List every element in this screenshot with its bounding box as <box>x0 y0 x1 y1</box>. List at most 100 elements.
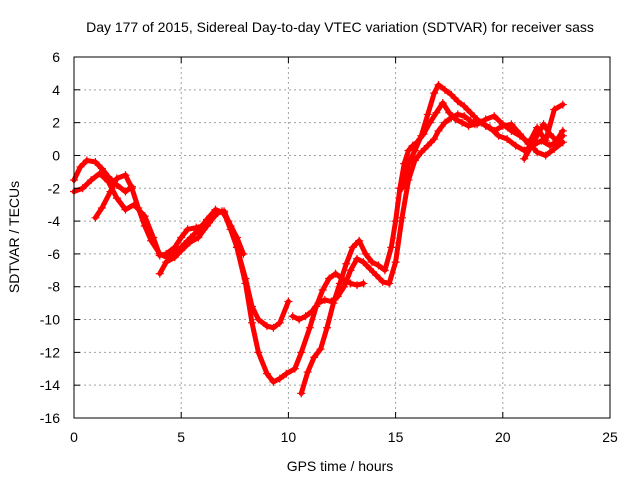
data-point <box>340 282 349 291</box>
data-point <box>353 254 362 263</box>
x-tick-label: 0 <box>70 429 78 445</box>
data-point <box>453 110 462 119</box>
data-point <box>359 279 368 288</box>
data-point <box>194 233 203 242</box>
data-point <box>558 138 567 147</box>
data-point <box>445 108 454 117</box>
data-point <box>410 146 419 155</box>
data-point <box>359 258 368 267</box>
x-tick-label: 25 <box>602 429 618 445</box>
data-point <box>322 323 331 332</box>
data-point <box>183 225 192 234</box>
data-point <box>430 89 439 98</box>
data-point <box>97 164 106 173</box>
data-point <box>295 315 304 324</box>
data-point <box>552 136 561 145</box>
data-point <box>190 230 199 239</box>
data-point <box>453 97 462 106</box>
data-point <box>288 312 297 321</box>
data-point <box>147 236 156 245</box>
data-point <box>355 236 364 245</box>
data-point <box>520 154 529 163</box>
data-point <box>432 108 441 117</box>
data-series-layer <box>70 80 567 398</box>
plot-border <box>73 56 611 419</box>
data-point <box>440 85 449 94</box>
data-point <box>112 174 121 183</box>
data-point <box>254 348 263 357</box>
x-axis-label: GPS time / hours <box>287 458 394 474</box>
data-point <box>391 217 400 226</box>
data-point <box>434 80 443 89</box>
data-point <box>515 130 524 139</box>
data-point <box>473 115 482 124</box>
data-point <box>460 102 469 111</box>
data-point <box>275 374 284 383</box>
chart-title: Day 177 of 2015, Sidereal Day-to-day VTE… <box>86 19 594 35</box>
data-point <box>262 322 271 331</box>
data-point <box>76 162 85 171</box>
data-point <box>558 100 567 109</box>
data-point <box>430 135 439 144</box>
data-point <box>91 213 100 222</box>
data-point <box>348 243 357 252</box>
y-tick-label: -4 <box>48 213 61 229</box>
data-point <box>511 141 520 150</box>
data-point <box>434 126 443 135</box>
data-point <box>320 295 329 304</box>
data-point <box>185 238 194 247</box>
data-point <box>368 258 377 267</box>
data-point <box>121 205 130 214</box>
data-point <box>224 217 233 226</box>
x-tick-label: 10 <box>281 429 297 445</box>
data-point <box>417 131 426 140</box>
data-point <box>262 369 271 378</box>
data-point <box>438 98 447 107</box>
data-point <box>254 315 263 324</box>
data-point <box>303 368 312 377</box>
data-point <box>466 116 475 125</box>
data-point <box>82 156 91 165</box>
data-point <box>202 222 211 231</box>
data-point <box>558 126 567 135</box>
data-point <box>282 369 291 378</box>
data-point <box>134 203 143 212</box>
data-point <box>378 277 387 286</box>
data-point <box>121 171 130 180</box>
data-point <box>97 203 106 212</box>
data-point <box>417 148 426 157</box>
data-point <box>232 233 241 242</box>
data-point <box>387 243 396 252</box>
y-tick-label: -2 <box>48 180 61 196</box>
data-point <box>423 110 432 119</box>
data-point <box>545 141 554 150</box>
data-point <box>290 364 299 373</box>
data-point <box>385 279 394 288</box>
axis-ticks: 0 5 10 15 20 25 -16 -14 -12 -10 -8 -6 -4 -2 0 2 4 6 <box>40 49 618 445</box>
data-point <box>346 266 355 275</box>
data-point <box>104 177 113 186</box>
data-point <box>91 158 100 167</box>
data-point <box>526 143 535 152</box>
data-point <box>440 118 449 127</box>
data-point <box>365 264 374 273</box>
data-point <box>490 126 499 135</box>
data-point <box>545 130 554 139</box>
data-point <box>284 297 293 306</box>
data-point <box>127 184 136 193</box>
data-point <box>217 207 226 216</box>
x-tick-label: 20 <box>495 429 511 445</box>
series-trace <box>157 208 246 277</box>
data-point <box>361 249 370 258</box>
data-point <box>239 249 248 258</box>
y-tick-label: 2 <box>52 115 60 131</box>
y-tick-label: 4 <box>52 82 60 98</box>
data-point <box>121 187 130 196</box>
data-point <box>507 120 516 129</box>
data-point <box>331 269 340 278</box>
data-point <box>247 302 256 311</box>
y-tick-label: -10 <box>40 312 60 328</box>
data-point <box>391 258 400 267</box>
data-point <box>177 246 186 255</box>
data-point <box>316 345 325 354</box>
